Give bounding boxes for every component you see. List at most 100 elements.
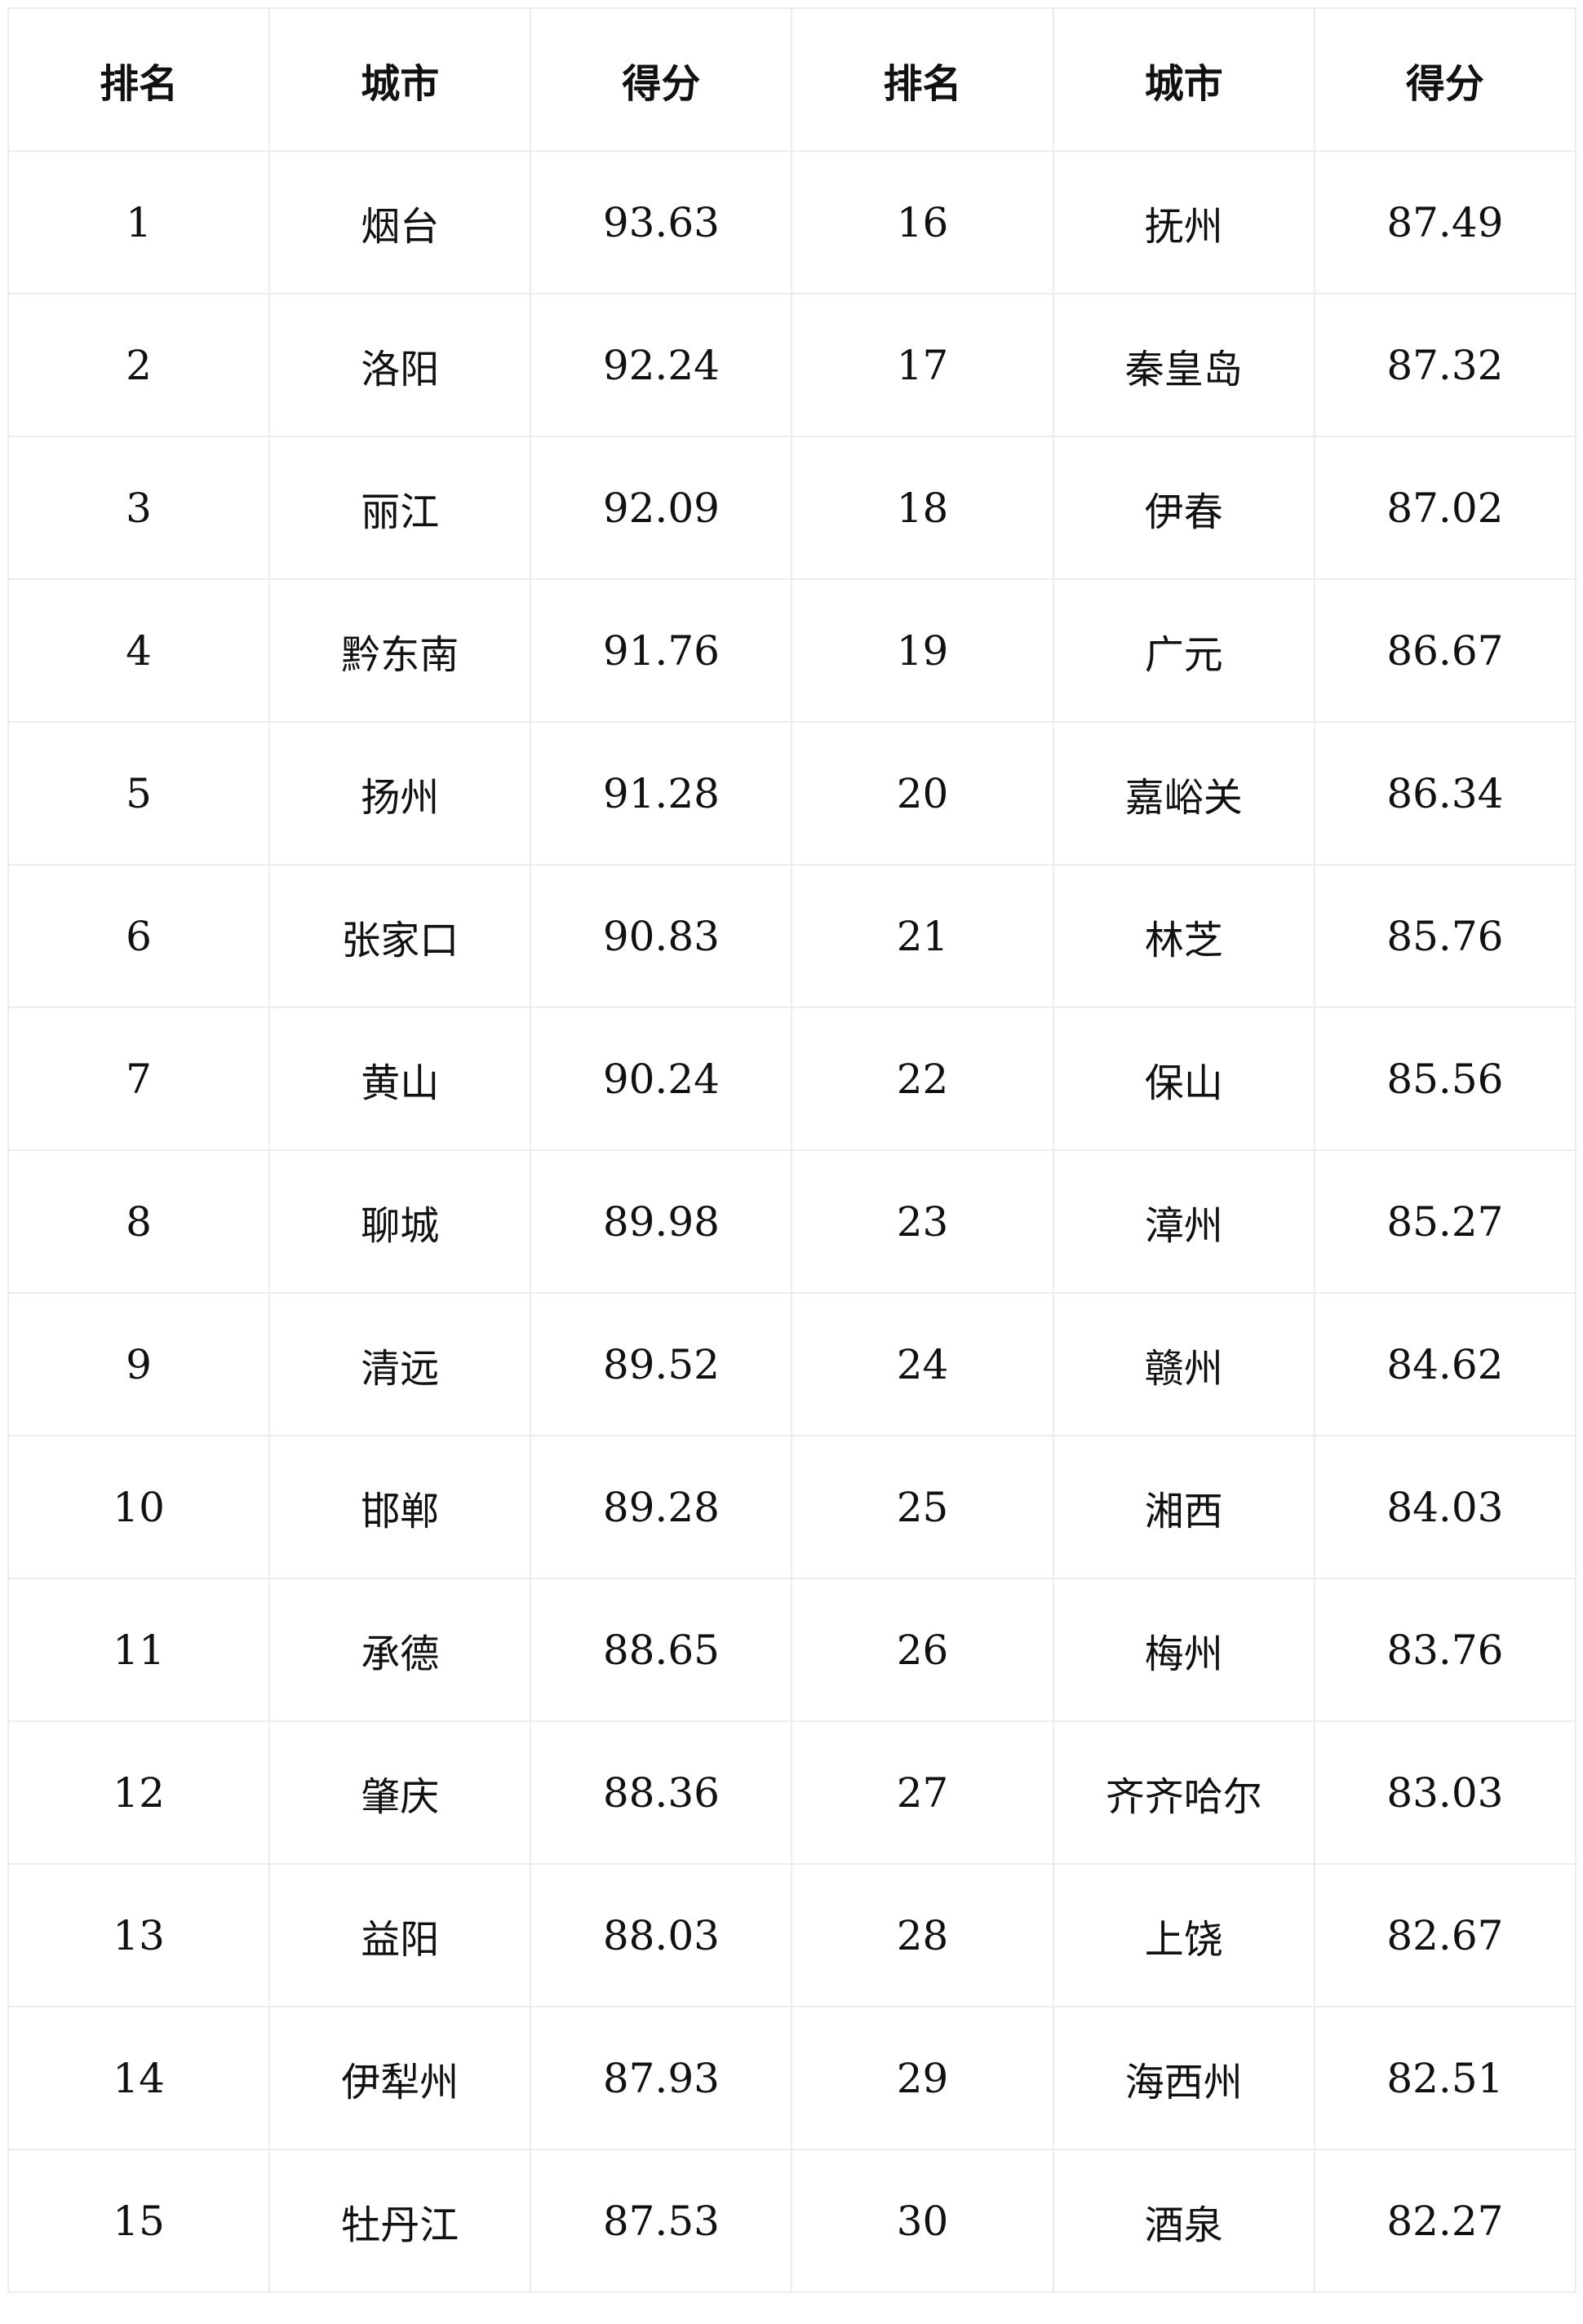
table-cell: 洛阳 [268,293,532,437]
table-cell: 23 [791,1149,1054,1294]
table-cell: 5 [7,721,271,865]
table-cell: 27 [791,1720,1054,1865]
table-row: 7 黄山 90.24 22 保山 85.56 [7,1007,1577,1151]
table-row: 2 洛阳 92.24 17 秦皇岛 87.32 [7,293,1577,437]
header-cell: 排名 [791,7,1054,152]
table-row: 8 聊城 89.98 23 漳州 85.27 [7,1149,1577,1294]
table-cell: 林芝 [1052,864,1315,1008]
table-cell: 91.76 [530,578,793,723]
table-cell: 25 [791,1435,1054,1579]
table-cell: 抚州 [1052,150,1315,294]
table-cell: 益阳 [268,1863,532,2007]
header-cell: 城市 [1052,7,1315,152]
table-cell: 88.36 [530,1720,793,1865]
table-cell: 张家口 [268,864,532,1008]
table-cell: 90.83 [530,864,793,1008]
table-cell: 20 [791,721,1054,865]
table-cell: 88.03 [530,1863,793,2007]
table-cell: 83.03 [1313,1720,1577,1865]
table-cell: 承德 [268,1578,532,1722]
table-cell: 85.27 [1313,1149,1577,1294]
table-cell: 24 [791,1292,1054,1436]
table-cell: 93.63 [530,150,793,294]
table-cell: 11 [7,1578,271,1722]
table-cell: 89.28 [530,1435,793,1579]
table-cell: 82.51 [1313,2006,1577,2150]
table-cell: 87.32 [1313,293,1577,437]
table-cell: 上饶 [1052,1863,1315,2007]
table-cell: 19 [791,578,1054,723]
table-cell: 91.28 [530,721,793,865]
table-cell: 10 [7,1435,271,1579]
table-cell: 酒泉 [1052,2149,1315,2293]
table-cell: 84.03 [1313,1435,1577,1579]
table-cell: 28 [791,1863,1054,2007]
table-cell: 14 [7,2006,271,2150]
table-cell: 12 [7,1720,271,1865]
table-cell: 赣州 [1052,1292,1315,1436]
table-cell: 30 [791,2149,1054,2293]
table-cell: 87.93 [530,2006,793,2150]
table-cell: 13 [7,1863,271,2007]
table-cell: 烟台 [268,150,532,294]
table-cell: 16 [791,150,1054,294]
table-cell: 4 [7,578,271,723]
table-row: 14 伊犁州 87.93 29 海西州 82.51 [7,2006,1577,2150]
table-cell: 18 [791,436,1054,580]
table-cell: 黔东南 [268,578,532,723]
table-cell: 82.27 [1313,2149,1577,2293]
table-cell: 牡丹江 [268,2149,532,2293]
table-cell: 92.24 [530,293,793,437]
table-cell: 3 [7,436,271,580]
table-cell: 84.62 [1313,1292,1577,1436]
table-cell: 87.02 [1313,436,1577,580]
table-cell: 海西州 [1052,2006,1315,2150]
table-cell: 9 [7,1292,271,1436]
table-cell: 22 [791,1007,1054,1151]
table-cell: 15 [7,2149,271,2293]
table-cell: 87.49 [1313,150,1577,294]
table-row: 11 承德 88.65 26 梅州 83.76 [7,1578,1577,1722]
table-cell: 86.34 [1313,721,1577,865]
table-cell: 清远 [268,1292,532,1436]
table-cell: 扬州 [268,721,532,865]
table-cell: 伊春 [1052,436,1315,580]
table-cell: 丽江 [268,436,532,580]
table-cell: 89.98 [530,1149,793,1294]
table-body: 1 烟台 93.63 16 抚州 87.49 2 洛阳 92.24 17 秦皇岛 87.32 3 丽江 92… [7,150,1577,2293]
table-cell: 齐齐哈尔 [1052,1720,1315,1865]
table-row: 3 丽江 92.09 18 伊春 87.02 [7,436,1577,580]
table-cell: 湘西 [1052,1435,1315,1579]
ranking-table: 排名 城市 得分 排名 城市 得分 1 烟台 93.63 16 抚州 87.49 2 洛阳 92.24 17… [7,7,1577,2293]
table-cell: 82.67 [1313,1863,1577,2007]
table-cell: 87.53 [530,2149,793,2293]
table-cell: 85.76 [1313,864,1577,1008]
table-row: 1 烟台 93.63 16 抚州 87.49 [7,150,1577,294]
table-cell: 保山 [1052,1007,1315,1151]
table-cell: 7 [7,1007,271,1151]
header-cell: 城市 [268,7,532,152]
table-cell: 85.56 [1313,1007,1577,1151]
table-cell: 21 [791,864,1054,1008]
table-cell: 肇庆 [268,1720,532,1865]
header-row: 排名 城市 得分 排名 城市 得分 [7,7,1577,152]
table-cell: 6 [7,864,271,1008]
table-cell: 86.67 [1313,578,1577,723]
table-cell: 89.52 [530,1292,793,1436]
table-cell: 17 [791,293,1054,437]
table-cell: 83.76 [1313,1578,1577,1722]
table-cell: 88.65 [530,1578,793,1722]
table-cell: 邯郸 [268,1435,532,1579]
header-cell: 得分 [530,7,793,152]
table-cell: 梅州 [1052,1578,1315,1722]
table-cell: 26 [791,1578,1054,1722]
table-row: 10 邯郸 89.28 25 湘西 84.03 [7,1435,1577,1579]
table-row: 12 肇庆 88.36 27 齐齐哈尔 83.03 [7,1720,1577,1865]
table-row: 15 牡丹江 87.53 30 酒泉 82.27 [7,2149,1577,2293]
table-row: 6 张家口 90.83 21 林芝 85.76 [7,864,1577,1008]
table-cell: 聊城 [268,1149,532,1294]
table-cell: 秦皇岛 [1052,293,1315,437]
table-cell: 8 [7,1149,271,1294]
table-cell: 嘉峪关 [1052,721,1315,865]
